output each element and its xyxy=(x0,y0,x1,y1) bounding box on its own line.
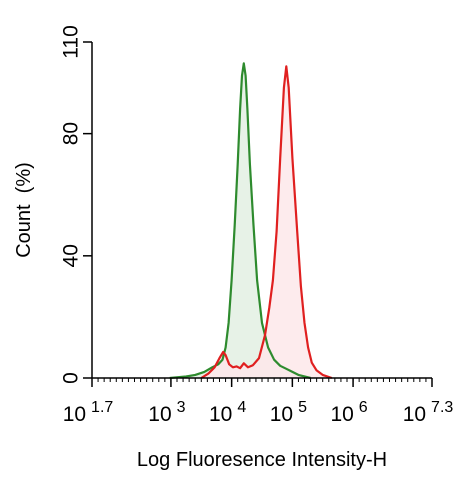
x-axis-ticks: 10 1.7 10 3 10 4 10 5 10 6 10 7.3 xyxy=(63,378,454,426)
x-tick-label: 10 6 xyxy=(330,399,367,426)
x-tick-label: 10 5 xyxy=(270,399,307,426)
x-tick-label: 10 1.7 xyxy=(63,399,114,426)
histogram-fill-2 xyxy=(201,66,332,379)
y-axis-title: Count (%) xyxy=(13,162,35,258)
x-tick-label: 10 3 xyxy=(148,399,185,426)
y-tick-label: 0 xyxy=(59,372,82,384)
histogram-line-2 xyxy=(200,65,333,380)
x-tick-label: 10 7.3 xyxy=(403,399,454,426)
histogram-series xyxy=(169,62,333,380)
y-tick-label: 80 xyxy=(59,122,82,145)
y-tick-label: 40 xyxy=(59,244,82,267)
y-tick-label: 110 xyxy=(59,25,82,58)
x-axis-title: Log Fluoresence Intensity-H xyxy=(137,449,387,471)
plot-area xyxy=(91,42,432,380)
x-tick-label: 10 4 xyxy=(209,399,246,426)
histogram-fill-1 xyxy=(169,63,311,379)
y-axis-ticks: 0 40 80 110 xyxy=(59,25,92,384)
